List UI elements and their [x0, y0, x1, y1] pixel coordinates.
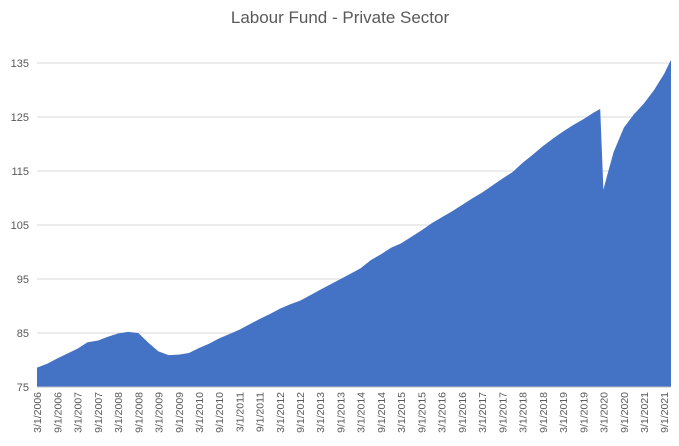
y-tick-label: 95	[17, 274, 29, 286]
x-tick-label: 9/1/2019	[578, 392, 590, 433]
x-tick-label: 9/1/2009	[174, 392, 186, 433]
x-tick-label: 9/1/2011	[255, 392, 267, 432]
x-tick-label: 3/1/2017	[477, 392, 489, 433]
x-tick-label: 3/1/2007	[72, 392, 84, 433]
y-tick-label: 125	[11, 112, 29, 124]
x-tick-label: 9/1/2021	[659, 392, 671, 433]
x-tick-label: 3/1/2011	[234, 392, 246, 432]
x-tick-label: 9/1/2013	[336, 392, 348, 433]
x-tick-label: 3/1/2014	[356, 392, 368, 433]
area-series	[37, 59, 671, 388]
x-tick-label: 3/1/2021	[639, 392, 651, 433]
x-tick-label: 3/1/2016	[437, 392, 449, 433]
x-tick-label: 3/1/2018	[518, 392, 530, 433]
x-tick-label: 9/1/2020	[619, 392, 631, 433]
x-tick-label: 3/1/2010	[194, 392, 206, 433]
chart-title: Labour Fund - Private Sector	[231, 8, 450, 27]
x-tick-label: 9/1/2018	[538, 392, 550, 433]
x-tick-label: 3/1/2008	[113, 392, 125, 433]
x-tick-label: 9/1/2017	[497, 392, 509, 433]
y-tick-label: 85	[17, 328, 29, 340]
x-tick-label: 3/1/2006	[32, 392, 44, 433]
y-tick-label: 105	[11, 220, 29, 232]
x-tick-label: 3/1/2012	[275, 392, 287, 433]
x-tick-label: 9/1/2012	[295, 392, 307, 433]
y-tick-label: 75	[17, 382, 29, 394]
y-tick-label: 135	[11, 58, 29, 70]
x-tick-label: 9/1/2010	[214, 392, 226, 433]
x-tick-label: 9/1/2014	[376, 392, 388, 433]
x-tick-label: 3/1/2019	[558, 392, 570, 433]
y-tick-label: 115	[11, 166, 29, 178]
x-tick-label: 3/1/2015	[396, 392, 408, 433]
x-tick-label: 9/1/2015	[417, 392, 429, 433]
x-tick-label: 3/1/2009	[153, 392, 165, 433]
x-tick-label: 9/1/2007	[93, 392, 105, 433]
x-axis-ticks: 3/1/2006 9/1/2006 3/1/2007 9/1/2007 3/1/2008…	[32, 392, 671, 433]
x-tick-label: 9/1/2016	[457, 392, 469, 433]
x-tick-label: 9/1/2008	[133, 392, 145, 433]
x-tick-label: 3/1/2013	[315, 392, 327, 433]
x-tick-label: 3/1/2020	[598, 392, 610, 433]
area-series-fill	[37, 59, 671, 388]
y-axis-ticks: 75 85 95 105 115 125 135	[11, 58, 29, 394]
x-tick-label: 9/1/2006	[52, 392, 64, 433]
